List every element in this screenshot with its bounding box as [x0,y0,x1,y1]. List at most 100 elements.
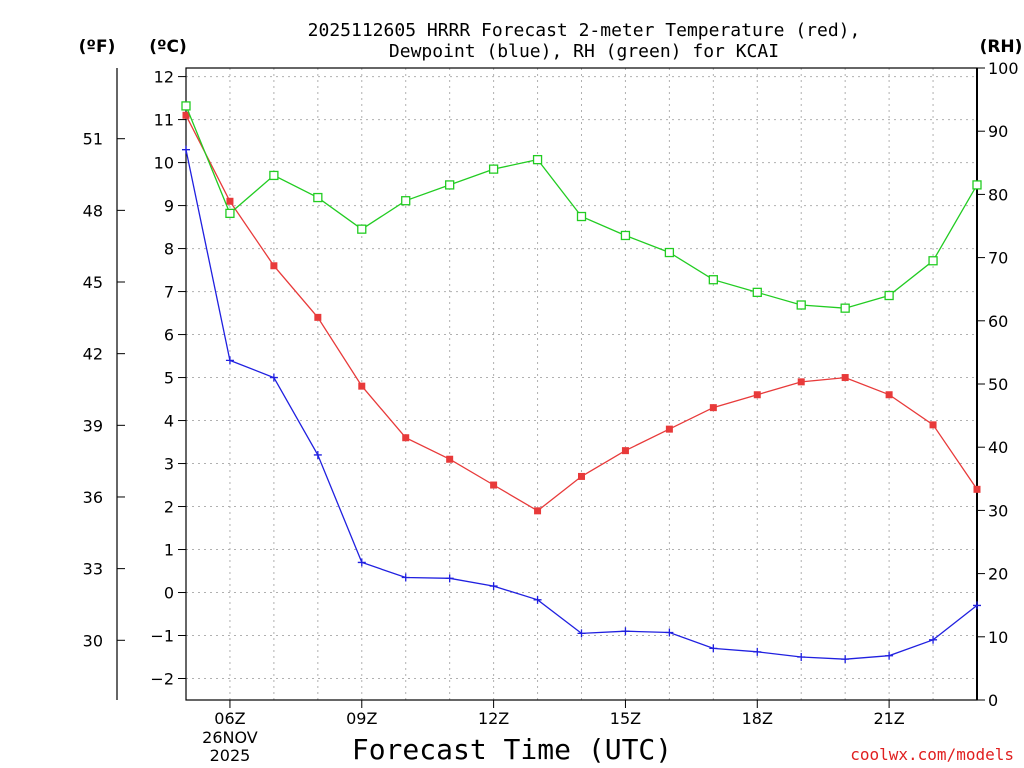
data-series [181,101,982,664]
rh-tick-label: 20 [988,565,1008,584]
celsius-unit-label: (ºC) [149,37,187,57]
rh-point [796,300,806,310]
rh-point [708,275,718,285]
rh-unit-label: (RH) [980,37,1023,57]
celsius-tick-label: 3 [164,455,174,474]
rh-point [269,170,279,181]
temperature-point [490,481,498,489]
rh-tick-label: 80 [988,185,1008,204]
dewpoint-point [665,628,674,637]
rh-tick-label: 10 [988,628,1008,647]
dewpoint-point [929,635,938,644]
rh-point [752,287,762,298]
x-tick-label: 09Z [346,709,377,728]
rh-tick-label: 30 [988,501,1008,520]
dewpoint-point [313,450,322,459]
fahrenheit-tick-label: 30 [83,631,103,650]
rh-tick-label: 50 [988,375,1008,394]
temperature-point [753,391,761,399]
celsius-tick-label: 9 [164,197,174,216]
credit-text: coolwx.com/models [850,745,1014,764]
fahrenheit-tick-label: 42 [83,345,103,364]
dewpoint-point [621,627,630,636]
rh-tick-label: 40 [988,438,1008,457]
fahrenheit-tick-label: 33 [83,560,103,579]
rh-tick-label: 70 [988,249,1008,268]
x-tick-label: 06Z [214,709,245,728]
celsius-tick-label: 8 [164,240,174,259]
temperature-point [973,485,981,493]
dewpoint-point [885,651,894,660]
temperature-point [226,197,234,205]
fahrenheit-tick-label: 48 [83,201,103,220]
temperature-point [709,404,717,412]
dewpoint-point [753,647,762,656]
rh-tick-label: 60 [988,312,1008,331]
axes [116,67,985,708]
rh-tick-label: 100 [988,59,1019,78]
temperature-point [270,262,278,270]
dewpoint-point [445,574,454,583]
celsius-tick-label: 12 [154,68,174,87]
fahrenheit-unit-label: (ºF) [79,37,116,57]
rh-point [357,224,367,234]
fahrenheit-tick-label: 39 [83,416,103,435]
celsius-tick-label: 6 [164,326,174,345]
rh-point [313,192,323,203]
temperature-point [358,382,366,390]
rh-point [488,164,499,174]
x-tick-label: 21Z [873,709,904,728]
celsius-tick-label: −2 [150,670,174,689]
celsius-tick-label: 0 [164,584,174,603]
dewpoint-point [797,653,806,662]
temperature-point [534,507,542,515]
rh-point [840,303,850,313]
celsius-tick-label: 1 [164,541,174,560]
rh-point [664,247,675,258]
rh-point [620,230,631,241]
x-axis-label: Forecast Time (UTC) [352,733,672,766]
celsius-tick-label: 2 [164,498,174,517]
rh-point [884,290,894,301]
dewpoint-point [269,373,278,382]
rh-tick-label: 90 [988,122,1008,141]
x-date-line-2: 2025 [210,746,251,765]
chart-title-line-1: 2025112605 HRRR Forecast 2-meter Tempera… [308,20,861,41]
rh-point [401,196,411,206]
dewpoint-point [357,558,366,567]
chart-title-line-2: Dewpoint (blue), RH (green) for KCAI [389,41,779,62]
dewpoint-point [577,629,586,638]
rh-point [445,180,455,190]
temperature-point [578,472,585,480]
celsius-tick-label: 5 [164,369,174,388]
rh-point [532,154,543,165]
rh-point [181,101,191,111]
dewpoint-point [401,573,410,582]
celsius-tick-label: 4 [164,412,174,431]
celsius-tick-label: 11 [154,111,174,130]
temperature-point [885,391,893,399]
x-date-line-1: 26NOV [202,728,258,747]
x-tick-label: 18Z [742,709,773,728]
celsius-tick-label: 10 [154,154,174,173]
tick-labels: −2−1012345678910111230333639424548510102… [83,59,1019,765]
dewpoint-point [973,601,981,610]
dewpoint-point [489,582,498,591]
temperature-point [446,455,454,463]
temperature-point [841,374,849,382]
fahrenheit-tick-label: 45 [83,273,103,292]
dewpoint-point [841,655,850,664]
rh-point [576,211,587,222]
temperature-point [182,111,190,119]
rh-point [972,180,982,190]
temperature-line [185,115,978,512]
dewpoint-point [709,644,718,653]
temperature-point [402,434,410,442]
temperature-point [314,313,322,321]
celsius-tick-label: 7 [164,283,174,302]
rh-point [928,256,938,266]
fahrenheit-tick-label: 36 [83,488,103,507]
x-tick-label: 15Z [610,709,641,728]
rh-point [225,208,235,219]
